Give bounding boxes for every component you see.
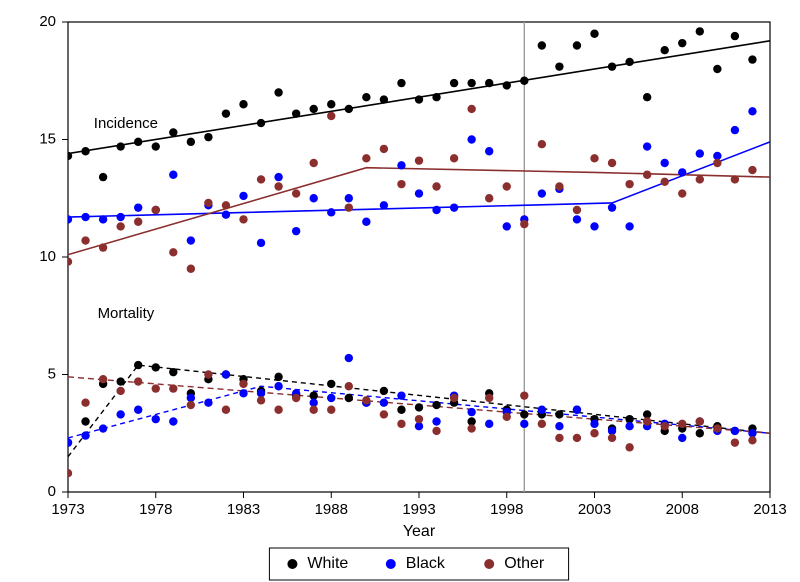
annotation-label: Incidence [94,115,158,132]
legend-label: Black [406,555,446,572]
svg-text:15: 15 [39,130,56,147]
legend-marker [287,559,297,569]
svg-text:1978: 1978 [139,501,172,518]
svg-text:20: 20 [39,13,56,30]
svg-text:2003: 2003 [578,501,611,518]
legend-marker [386,559,396,569]
svg-text:1983: 1983 [227,501,260,518]
svg-text:0: 0 [48,483,56,500]
legend-label: White [307,555,348,572]
chart-container: 0 5 10 15 20 1973 1978 1983 1988 1993 1998 2003 2008… [0,0,800,582]
svg-text:2013: 2013 [753,501,786,518]
svg-text:10: 10 [39,248,56,265]
svg-text:2008: 2008 [666,501,699,518]
svg-text:5: 5 [48,365,56,382]
legend: White Black Other [269,548,568,580]
svg-text:1998: 1998 [490,501,523,518]
legend-label: Other [504,555,545,572]
annotation-label: Mortality [98,305,155,322]
legend-marker [484,559,494,569]
svg-text:1973: 1973 [51,501,84,518]
scatter-chart: 0 5 10 15 20 1973 1978 1983 1988 1993 1998 2003 2008… [0,0,800,582]
svg-text:1993: 1993 [402,501,435,518]
x-axis-label: Year [403,523,436,540]
svg-text:1988: 1988 [315,501,348,518]
